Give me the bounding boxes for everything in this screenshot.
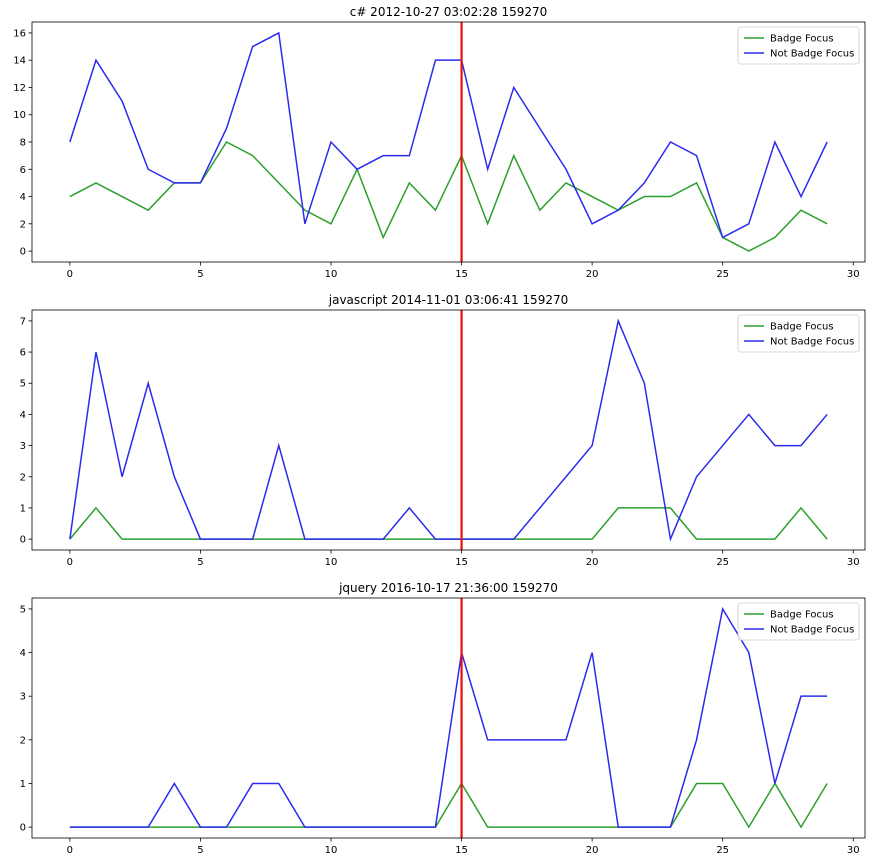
chart-panel-2: javascript 2014-11-01 03:06:41 159270 0 5 1… [20, 293, 866, 568]
x-tick-label: 5 [197, 557, 203, 568]
legend-label: Badge Focus [770, 610, 834, 621]
y-tick-label: 16 [13, 28, 26, 39]
x-tick-label: 5 [197, 269, 203, 280]
x-tick-label: 20 [586, 557, 599, 568]
legend-label: Badge Focus [770, 34, 834, 45]
y-tick-label: 7 [20, 316, 26, 327]
x-tick-label: 20 [586, 269, 599, 280]
legend-label: Not Badge Focus [770, 49, 854, 60]
y-tick-label: 2 [20, 735, 26, 746]
series-line-not-badge-focus [69, 606, 828, 828]
legend-box [737, 26, 860, 65]
series-line-not-badge-focus [69, 318, 828, 542]
x-tick-label: 25 [716, 845, 729, 856]
x-tick-label: 0 [67, 557, 73, 568]
y-tick-label: 14 [13, 56, 26, 67]
y-tick-label: 4 [20, 648, 26, 659]
legend: Badge Focus Not Badge Focus [737, 314, 860, 353]
x-tick-label: 30 [847, 269, 860, 280]
series-line-badge-focus [69, 781, 828, 829]
legend: Badge Focus Not Badge Focus [737, 602, 860, 641]
x-tick-label: 30 [847, 557, 860, 568]
axes-frame [31, 309, 866, 551]
x-tick-label: 10 [325, 557, 338, 568]
y-tick-label: 5 [20, 604, 26, 615]
x-tick-label: 10 [325, 845, 338, 856]
y-tick-label: 2 [20, 472, 26, 483]
series-line-badge-focus [69, 141, 828, 252]
legend-label: Not Badge Focus [770, 337, 854, 348]
y-tick-label: 0 [20, 823, 26, 834]
chart-title: jquery 2016-10-17 21:36:00 159270 [338, 581, 558, 595]
y-tick-label: 0 [20, 247, 26, 258]
y-tick-label: 2 [20, 219, 26, 230]
legend-box [737, 314, 860, 353]
legend-label: Not Badge Focus [770, 625, 854, 636]
x-tick-label: 30 [847, 845, 860, 856]
y-tick-label: 1 [20, 779, 26, 790]
y-tick-label: 0 [20, 535, 26, 546]
y-tick-label: 5 [20, 379, 26, 390]
series-line-badge-focus [69, 506, 828, 540]
y-tick-label: 3 [20, 441, 26, 452]
y-tick-label: 3 [20, 692, 26, 703]
chart-title: c# 2012-10-27 03:02:28 159270 [350, 5, 548, 19]
legend: Badge Focus Not Badge Focus [737, 26, 860, 65]
x-tick-label: 25 [716, 269, 729, 280]
y-tick-label: 12 [13, 83, 26, 94]
y-tick-label: 6 [20, 165, 26, 176]
series-line-not-badge-focus [69, 31, 828, 239]
legend-box [737, 602, 860, 641]
y-tick-label: 4 [20, 410, 26, 421]
y-tick-label: 1 [20, 503, 26, 514]
x-tick-label: 20 [586, 845, 599, 856]
x-tick-label: 15 [455, 845, 468, 856]
x-tick-label: 25 [716, 557, 729, 568]
y-tick-label: 8 [20, 138, 26, 149]
chart-title: javascript 2014-11-01 03:06:41 159270 [328, 293, 568, 307]
x-tick-label: 15 [455, 269, 468, 280]
axes-frame [31, 597, 866, 839]
x-tick-label: 15 [455, 557, 468, 568]
y-tick-label: 6 [20, 348, 26, 359]
y-tick-label: 10 [13, 110, 26, 121]
legend-label: Badge Focus [770, 322, 834, 333]
x-tick-label: 0 [67, 845, 73, 856]
x-tick-label: 10 [325, 269, 338, 280]
y-tick-label: 4 [20, 192, 26, 203]
x-tick-label: 0 [67, 269, 73, 280]
x-tick-label: 5 [197, 845, 203, 856]
